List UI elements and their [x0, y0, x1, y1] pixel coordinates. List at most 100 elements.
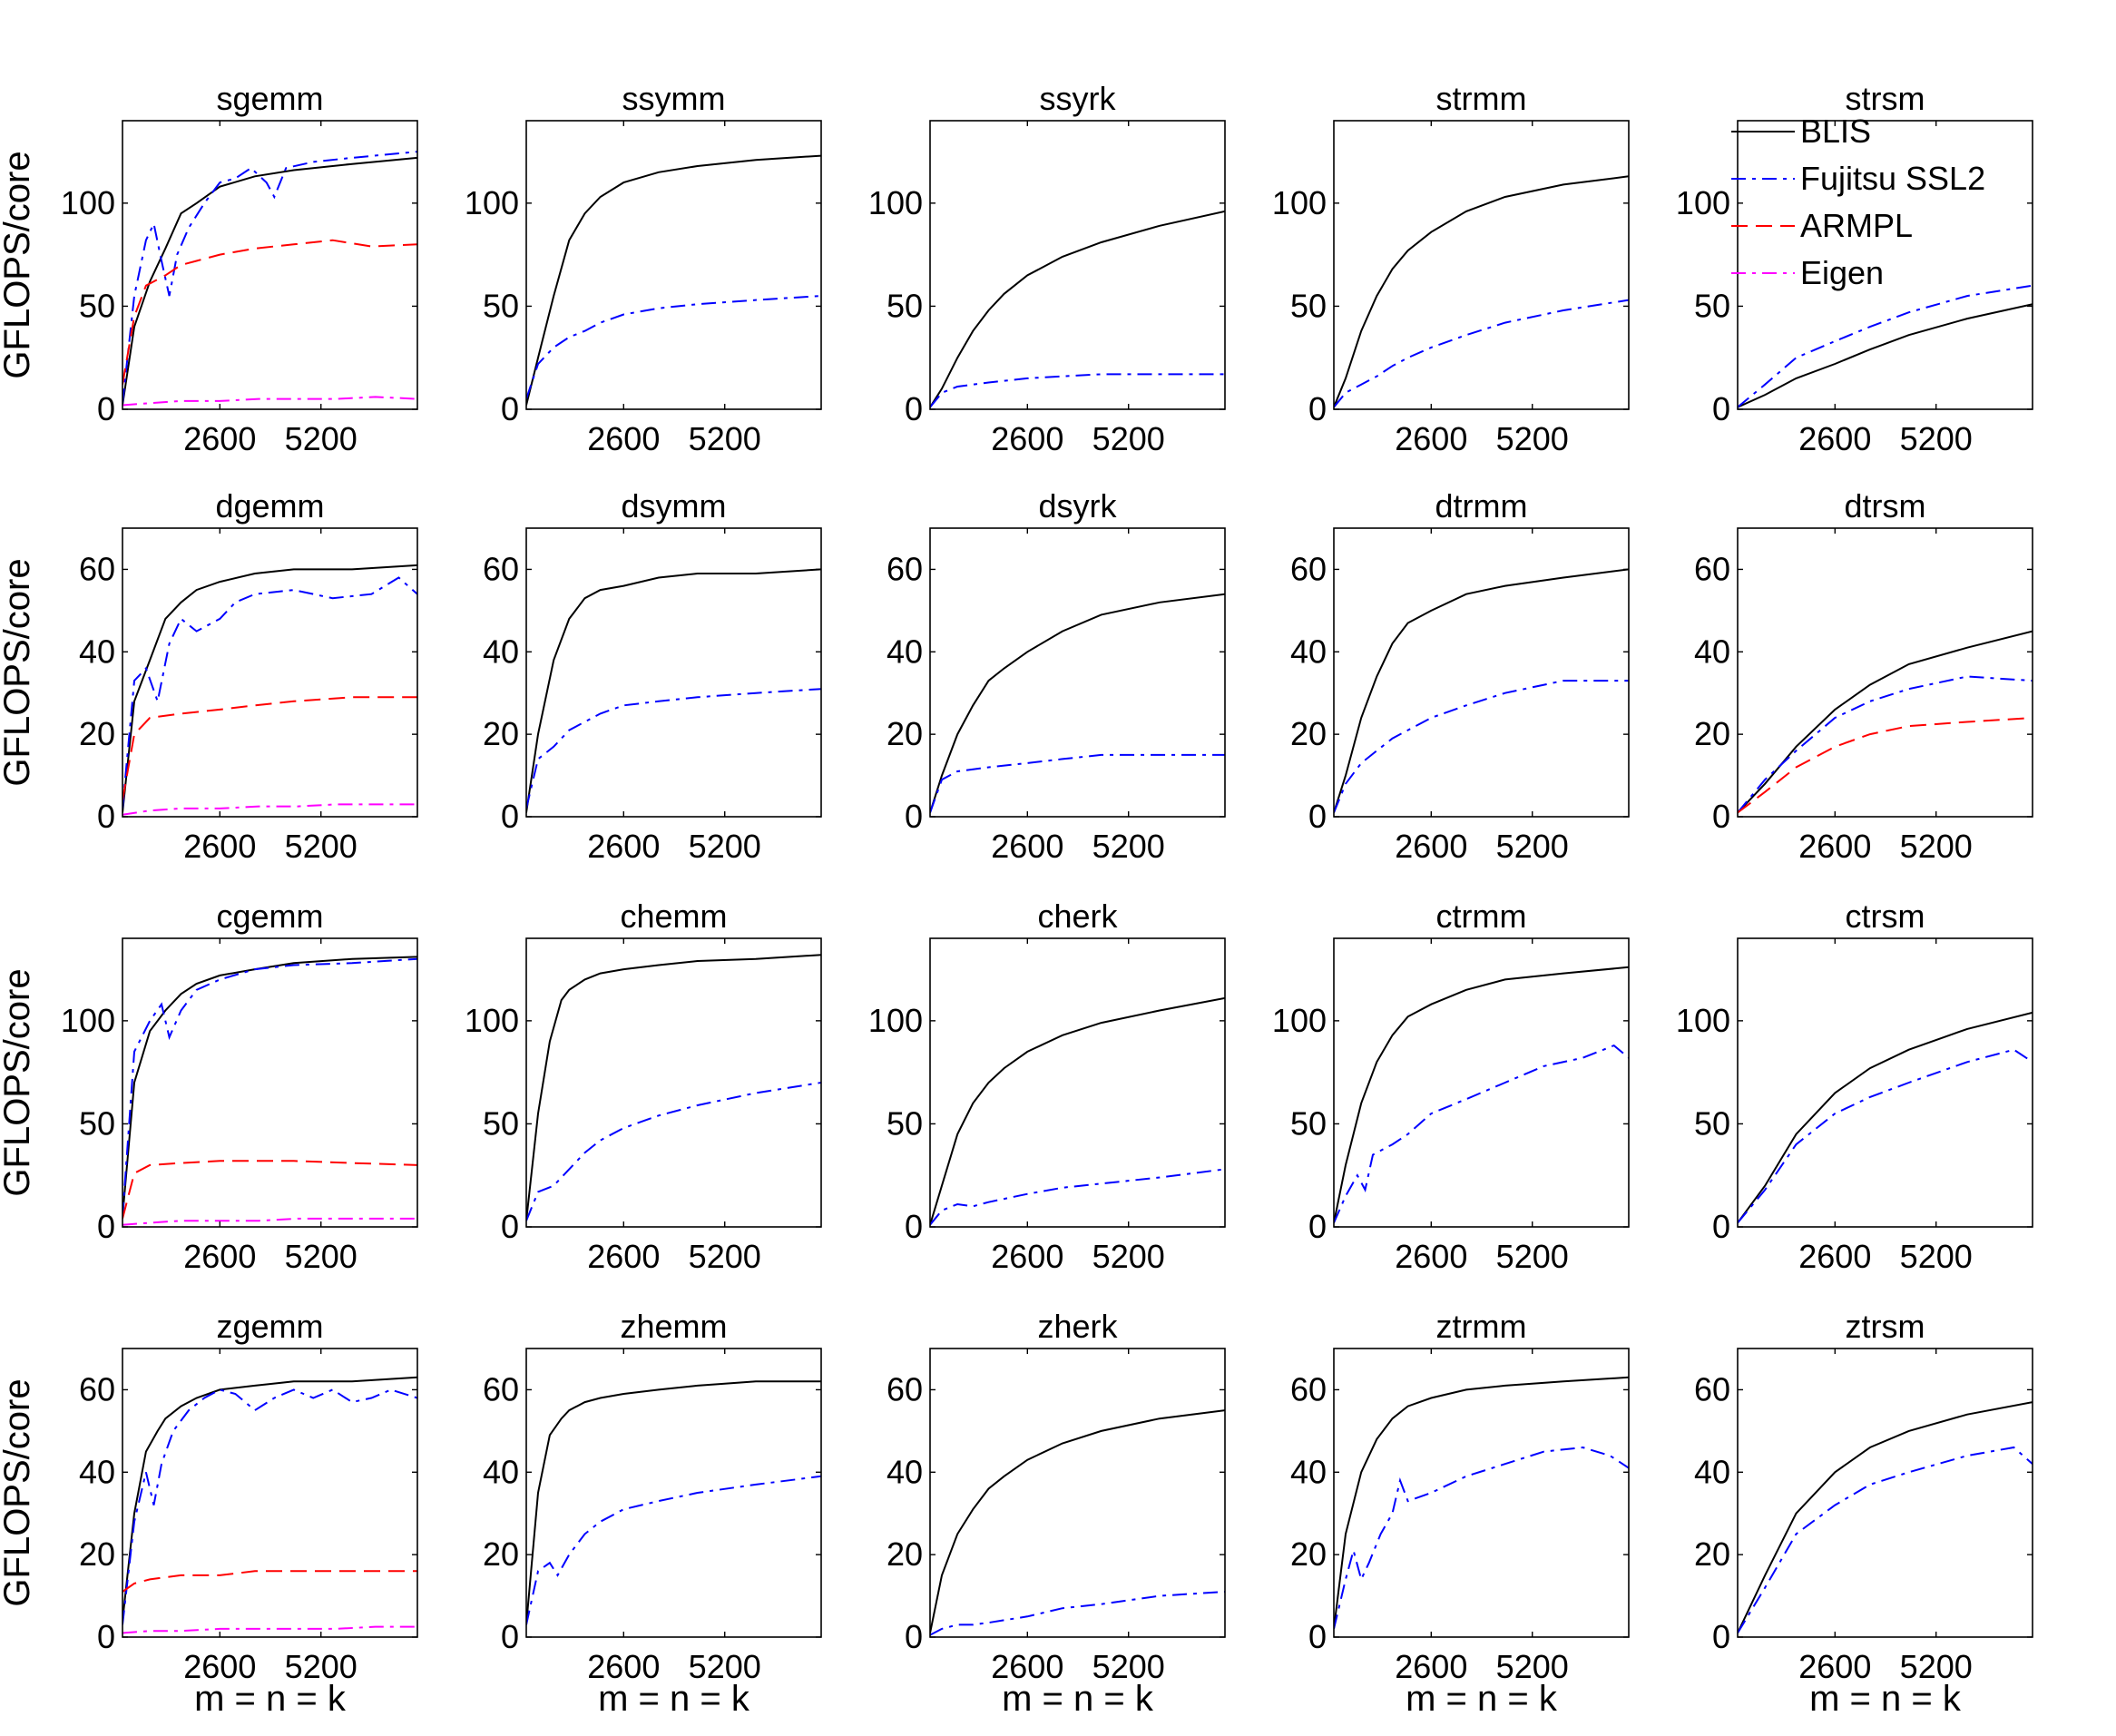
y-tick-label: 50: [1290, 287, 1327, 324]
y-tick-label: 0: [1712, 390, 1730, 427]
x-tick-label: 2600: [183, 1238, 256, 1275]
legend-item-eigen: Eigen: [1731, 254, 1884, 291]
x-axis-label: m = n = k: [598, 1679, 750, 1719]
series-line-fujitsu-ssl2: [1334, 1044, 1629, 1223]
y-tick-label: 60: [887, 550, 923, 587]
axes-frame: [1333, 120, 1630, 410]
series-line-blis: [1738, 303, 2033, 408]
axes-frame: [929, 527, 1226, 818]
series-line-blis: [1738, 630, 2033, 814]
y-tick-label: 40: [483, 1453, 519, 1490]
panel-title: strmm: [1436, 80, 1527, 117]
y-tick-label: 50: [887, 1104, 923, 1142]
axes-frame: [525, 937, 822, 1228]
panel-zgemm: zgemm 0 20 40 60 2600 5200: [79, 1308, 418, 1685]
series-line-fujitsu-ssl2: [1738, 1446, 2033, 1634]
x-tick-label: 5200: [1092, 1238, 1165, 1275]
y-tick-label: 20: [887, 1535, 923, 1573]
legend-label: Fujitsu SSL2: [1800, 160, 1985, 197]
y-tick-label: 60: [79, 550, 115, 587]
series-line-blis: [1738, 1401, 2033, 1633]
legend-item-blis: BLIS: [1731, 113, 1871, 150]
series-line-fujitsu-ssl2: [1738, 1048, 2033, 1224]
x-tick-label: 5200: [689, 420, 761, 457]
series-line-fujitsu-ssl2: [930, 1168, 1225, 1226]
series-line-fujitsu-ssl2: [1334, 680, 1629, 813]
axes-frame: [122, 937, 418, 1228]
y-tick-label: 40: [1290, 633, 1327, 670]
y-tick-label: 100: [1676, 184, 1730, 221]
series-line-blis: [526, 1380, 821, 1625]
x-tick-label: 5200: [1496, 1648, 1569, 1685]
panel-title: ctrmm: [1436, 897, 1527, 935]
series-line-blis: [1738, 1011, 2033, 1224]
series-line-blis: [1334, 175, 1629, 408]
panel-strmm: strmm 0 50 100 2600 5200: [1272, 80, 1630, 457]
series-line-fujitsu-ssl2: [526, 1475, 821, 1625]
y-tick-label: 50: [1694, 287, 1730, 324]
y-tick-label: 0: [501, 1618, 519, 1655]
series-line-fujitsu-ssl2: [122, 957, 417, 1217]
y-tick-label: 100: [465, 184, 519, 221]
x-tick-label: 5200: [1900, 1238, 1973, 1275]
y-tick-label: 40: [1694, 1453, 1730, 1490]
y-tick-label: 20: [1290, 715, 1327, 752]
y-tick-label: 0: [501, 1208, 519, 1245]
x-tick-label: 2600: [991, 828, 1063, 865]
x-tick-label: 5200: [689, 1238, 761, 1275]
y-tick-label: 50: [483, 1104, 519, 1142]
axes-frame: [1737, 527, 2033, 818]
series-line-fujitsu-ssl2: [122, 1388, 417, 1625]
legend: BLIS Fujitsu SSL2 ARMPL Eigen: [1731, 113, 1985, 291]
axes-frame: [1333, 1348, 1630, 1638]
panel-title: dsyrk: [1038, 487, 1117, 525]
series-line-blis: [526, 568, 821, 813]
panel-title: zhemm: [620, 1308, 727, 1345]
y-tick-label: 40: [887, 1453, 923, 1490]
x-tick-label: 2600: [1798, 420, 1871, 457]
y-tick-label: 0: [97, 1208, 115, 1245]
y-tick-label: 100: [61, 184, 115, 221]
axes-frame: [525, 1348, 822, 1638]
series-line-fujitsu-ssl2: [122, 151, 417, 404]
series-line-fujitsu-ssl2: [1738, 675, 2033, 814]
panel-strsm: strsm 0 50 100 2600 5200: [1676, 80, 2033, 457]
y-tick-label: 20: [1694, 1535, 1730, 1573]
y-tick-label: 100: [1676, 1002, 1730, 1039]
series-line-blis: [526, 954, 821, 1221]
series-line-armpl: [1738, 717, 2033, 814]
y-axis-label: GFLOPS/core: [0, 151, 37, 378]
panel-sgemm: sgemm 0 50 100 2600 5200: [61, 80, 418, 457]
y-tick-label: 0: [905, 1618, 923, 1655]
x-tick-label: 5200: [689, 1648, 761, 1685]
panel-cherk: cherk 0 50 100 2600 5200: [868, 897, 1226, 1275]
axes-frame: [122, 1348, 418, 1638]
legend-label: ARMPL: [1800, 207, 1913, 244]
y-tick-label: 0: [501, 390, 519, 427]
panel-zhemm: zhemm 0 20 40 60 2600 5200: [483, 1308, 822, 1685]
panel-title: ztrsm: [1846, 1308, 1925, 1345]
series-line-fujitsu-ssl2: [930, 1591, 1225, 1636]
y-tick-label: 50: [887, 287, 923, 324]
series-line-blis: [1334, 966, 1629, 1223]
y-tick-label: 100: [61, 1002, 115, 1039]
x-axis-label: m = n = k: [194, 1679, 347, 1719]
x-tick-label: 2600: [183, 828, 256, 865]
panel-title: chemm: [620, 897, 727, 935]
x-tick-label: 2600: [1798, 828, 1871, 865]
panel-title: ssymm: [622, 80, 726, 117]
legend-item-fujitsu-ssl2: Fujitsu SSL2: [1731, 160, 1985, 197]
series-line-blis: [930, 593, 1225, 813]
series-line-blis: [930, 210, 1225, 408]
x-axis-label: m = n = k: [1809, 1679, 1962, 1719]
y-tick-label: 0: [1308, 1208, 1327, 1245]
panel-title: zherk: [1037, 1308, 1118, 1345]
series-line-blis: [122, 956, 417, 1217]
panel-title: dsymm: [622, 487, 727, 525]
x-tick-label: 5200: [1900, 828, 1973, 865]
y-tick-label: 100: [1272, 184, 1327, 221]
axes-frame: [1737, 120, 2033, 410]
x-tick-label: 5200: [1092, 828, 1165, 865]
y-tick-label: 50: [79, 287, 115, 324]
